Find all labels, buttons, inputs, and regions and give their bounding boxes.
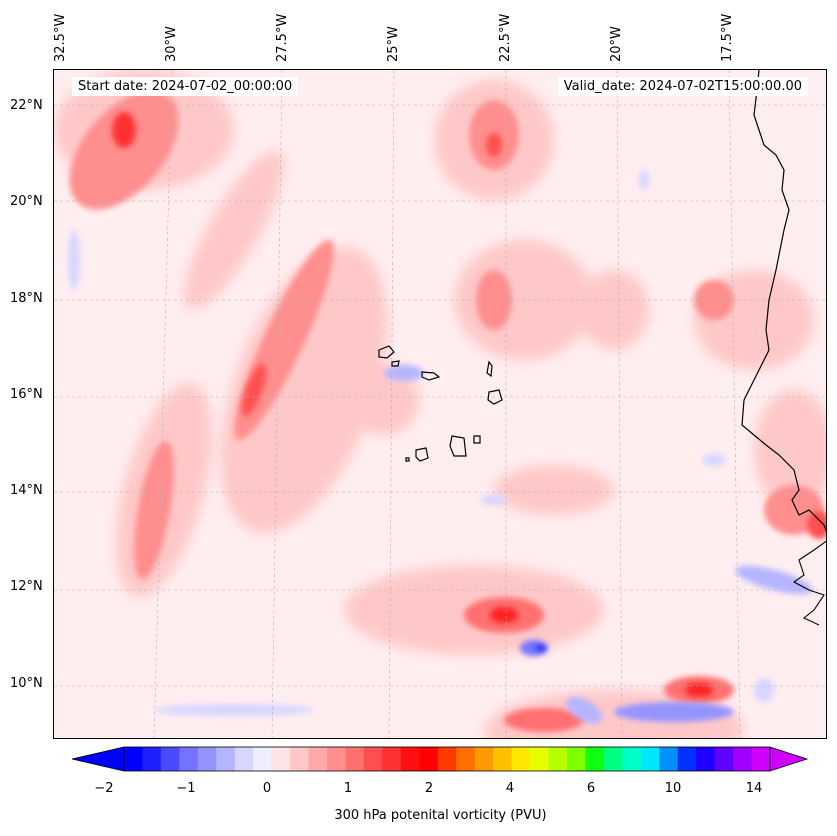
colorbar-swatch bbox=[290, 747, 310, 771]
colorbar-swatch bbox=[197, 747, 217, 771]
colorbar-swatch bbox=[382, 747, 402, 771]
colorbar-swatch bbox=[566, 747, 586, 771]
lon-label: 32.5°W bbox=[53, 13, 68, 62]
colorbar-swatch bbox=[622, 747, 642, 771]
valid-date-label: Valid_date: 2024-07-02T15:00:00.00 bbox=[557, 77, 808, 96]
colorbar-swatch bbox=[456, 747, 476, 771]
colorbar-tick: −1 bbox=[176, 781, 196, 796]
lon-label: 22.5°W bbox=[498, 13, 513, 62]
graticule bbox=[54, 70, 826, 738]
colorbar-swatch bbox=[474, 747, 494, 771]
colorbar-swatch bbox=[548, 747, 568, 771]
pv-field bbox=[54, 70, 826, 738]
colorbar-tick: 10 bbox=[664, 781, 682, 796]
colorbar-swatch bbox=[400, 747, 420, 771]
colorbar-swatch bbox=[751, 747, 771, 771]
colorbar-swatch bbox=[493, 747, 513, 771]
colorbar-swatch bbox=[530, 747, 550, 771]
colorbar-swatch bbox=[437, 747, 457, 771]
colorbar-extend-low bbox=[71, 746, 125, 772]
colorbar-tick: −2 bbox=[94, 781, 114, 796]
colorbar-swatch bbox=[640, 747, 660, 771]
lon-label: 27.5°W bbox=[275, 13, 290, 62]
lat-label: 16°N bbox=[10, 387, 43, 402]
colorbar-swatch bbox=[363, 747, 383, 771]
colorbar-tick: 4 bbox=[505, 781, 515, 796]
colorbar-tick: 2 bbox=[424, 781, 434, 796]
colorbar-tick: 0 bbox=[262, 781, 272, 796]
lat-label: 18°N bbox=[10, 291, 43, 306]
colorbar-swatch bbox=[659, 747, 679, 771]
lat-label: 22°N bbox=[10, 98, 43, 113]
colorbar-swatch bbox=[585, 747, 605, 771]
colorbar-swatch bbox=[511, 747, 531, 771]
colorbar-swatch bbox=[345, 747, 365, 771]
colorbar-tick: 14 bbox=[745, 781, 763, 796]
colorbar-swatch bbox=[733, 747, 753, 771]
colorbar-extend-high bbox=[769, 746, 809, 772]
lon-label: 30°W bbox=[164, 26, 179, 62]
colorbar bbox=[71, 746, 809, 772]
colorbar-swatch bbox=[271, 747, 291, 771]
colorbar-frame bbox=[123, 746, 771, 772]
colorbar-swatch bbox=[696, 747, 716, 771]
coastline bbox=[741, 70, 826, 532]
colorbar-swatch bbox=[253, 747, 273, 771]
colorbar-swatch bbox=[308, 747, 328, 771]
colorbar-swatch bbox=[142, 747, 162, 771]
colorbar-tick: 1 bbox=[343, 781, 353, 796]
lat-label: 10°N bbox=[10, 676, 43, 691]
pv-negative-areas bbox=[68, 170, 813, 724]
colorbar-swatch bbox=[714, 747, 734, 771]
coastline bbox=[792, 540, 826, 626]
colorbar-swatch bbox=[677, 747, 697, 771]
lat-label: 14°N bbox=[10, 483, 43, 498]
colorbar-swatch bbox=[419, 747, 439, 771]
lat-label: 12°N bbox=[10, 579, 43, 594]
colorbar-swatch bbox=[160, 747, 180, 771]
pv-map bbox=[53, 69, 827, 739]
lon-label: 20°W bbox=[609, 26, 624, 62]
colorbar-swatch bbox=[603, 747, 623, 771]
start-date-label: Start date: 2024-07-02_00:00:00 bbox=[72, 77, 299, 96]
lon-label: 17.5°W bbox=[720, 13, 735, 62]
pv-strong-areas bbox=[112, 112, 826, 697]
colorbar-swatch bbox=[179, 747, 199, 771]
colorbar-swatch bbox=[327, 747, 346, 771]
colorbar-swatch bbox=[124, 747, 143, 771]
colorbar-swatch bbox=[234, 747, 254, 771]
lat-label: 20°N bbox=[10, 194, 43, 209]
colorbar-swatch bbox=[216, 747, 236, 771]
islands bbox=[378, 345, 503, 462]
colorbar-tick: 6 bbox=[586, 781, 596, 796]
colorbar-label: 300 hPa potenital vorticity (PVU) bbox=[334, 808, 547, 823]
lon-label: 25°W bbox=[386, 26, 401, 62]
